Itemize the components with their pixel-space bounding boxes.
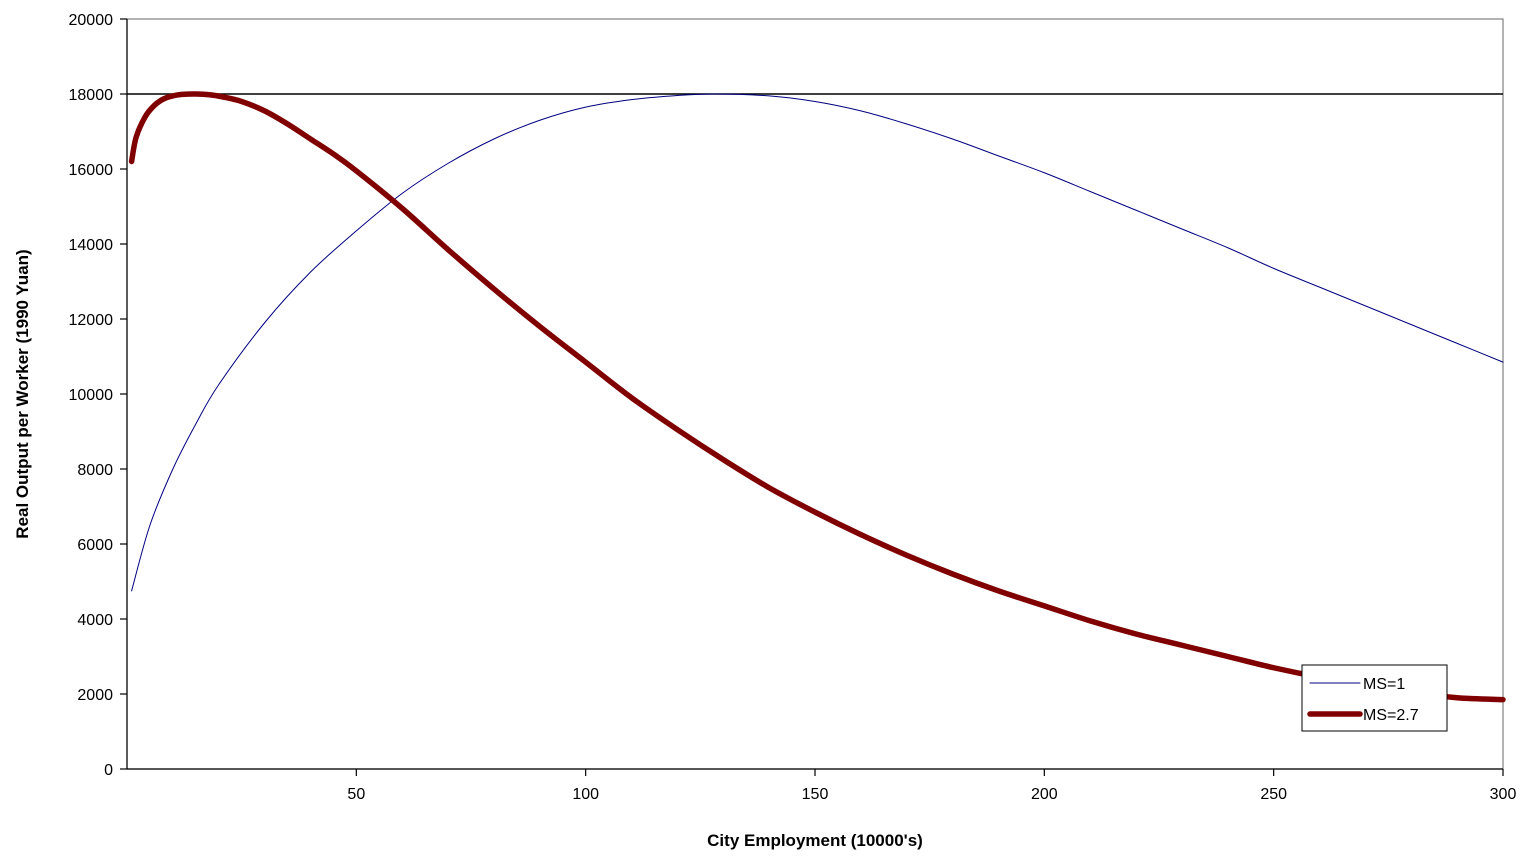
y-tick-label: 16000 bbox=[69, 162, 114, 179]
y-tick-label: 14000 bbox=[69, 237, 114, 254]
y-tick-label: 0 bbox=[104, 762, 113, 779]
y-tick-label: 8000 bbox=[77, 462, 113, 479]
legend-label-1: MS=1 bbox=[1363, 676, 1405, 693]
y-tick-label: 10000 bbox=[69, 387, 114, 404]
legend-box bbox=[1301, 664, 1448, 732]
y-tick-label: 4000 bbox=[77, 612, 113, 629]
x-axis-title: City Employment (10000's) bbox=[707, 831, 923, 850]
series-line-2 bbox=[128, 91, 1506, 703]
x-tick-label: 100 bbox=[572, 786, 599, 803]
series-line-1 bbox=[131, 93, 1504, 592]
y-tick-label: 18000 bbox=[69, 87, 114, 104]
y-axis-title: Real Output per Worker (1990 Yuan) bbox=[13, 249, 32, 538]
x-tick-label: 200 bbox=[1031, 786, 1058, 803]
x-tick-label: 250 bbox=[1260, 786, 1287, 803]
y-tick-label: 12000 bbox=[69, 312, 114, 329]
x-tick-label: 150 bbox=[802, 786, 829, 803]
y-tick-label: 2000 bbox=[77, 687, 113, 704]
axes: 0 2000 4000 6000 8000 10000 12000 14000 16000 180… bbox=[69, 12, 1517, 803]
plot-area bbox=[126, 18, 1504, 770]
series-layer bbox=[128, 91, 1506, 703]
legend: MS=1 MS=2.7 bbox=[1301, 664, 1448, 732]
y-tick-label: 20000 bbox=[69, 12, 114, 29]
legend-label-2: MS=2.7 bbox=[1363, 707, 1419, 724]
x-tick-label: 50 bbox=[347, 786, 365, 803]
x-tick-label: 300 bbox=[1490, 786, 1517, 803]
y-tick-label: 6000 bbox=[77, 537, 113, 554]
